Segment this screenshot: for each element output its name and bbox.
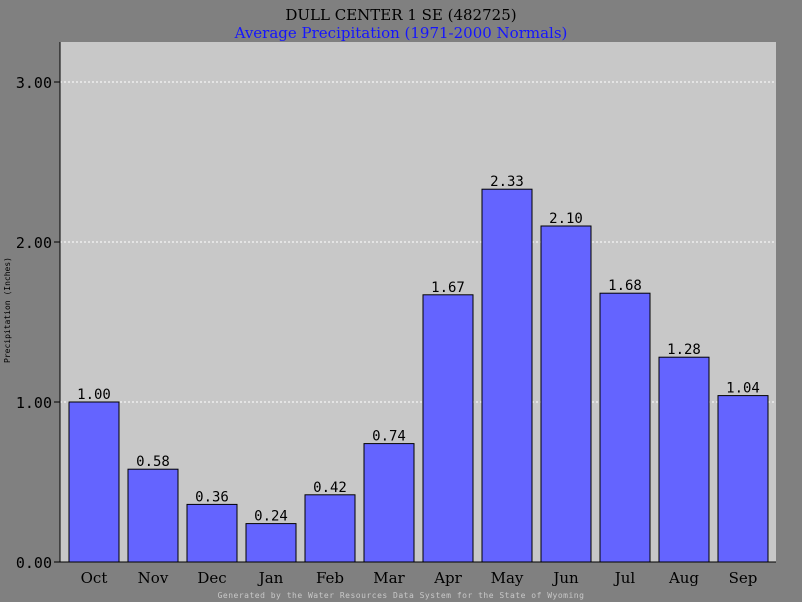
bar [68, 401, 120, 563]
bar [186, 503, 238, 563]
bar [304, 494, 356, 563]
x-tick-label: Mar [373, 569, 405, 587]
bar [481, 188, 533, 563]
y-axis: 0.00 1.00 2.00 3.00 [16, 42, 61, 572]
bars: 1.00 0.58 0.36 0.24 0.42 0.74 1.67 2.33 2.10 1.68… [68, 174, 769, 563]
y-tick-label: 0.00 [16, 554, 52, 572]
x-tick-label: Jun [551, 569, 579, 587]
data-label: 0.74 [372, 429, 406, 445]
bar [540, 225, 592, 563]
x-axis: Oct Nov Dec Jan Feb Mar Apr May Jun Jul Aug Sep [60, 561, 776, 587]
x-tick-label: Feb [316, 569, 344, 587]
x-tick-label: Aug [668, 569, 699, 587]
y-axis-label: Precipitation (Inches) [3, 257, 12, 363]
grid-lines [60, 81, 776, 403]
x-tick-label: Apr [433, 569, 462, 587]
data-label: 0.36 [195, 489, 229, 505]
x-tick-label: Dec [197, 569, 226, 587]
data-label: 2.33 [490, 174, 524, 190]
bar [658, 356, 710, 563]
x-tick-label: Nov [138, 569, 169, 587]
bar [422, 294, 474, 563]
data-label: 1.04 [726, 381, 760, 397]
data-label: 0.58 [136, 454, 170, 470]
data-label: 1.00 [77, 387, 111, 403]
bar [599, 292, 651, 563]
data-label: 2.10 [549, 211, 583, 227]
footer-credit: Generated by the Water Resources Data Sy… [217, 591, 585, 600]
x-tick-label: Sep [729, 569, 758, 587]
y-tick-label: 2.00 [16, 234, 52, 252]
x-tick-label: Oct [81, 569, 108, 587]
bar [245, 523, 297, 563]
data-label: 1.68 [608, 278, 642, 294]
data-label: 1.28 [667, 342, 701, 358]
y-tick-label: 1.00 [16, 394, 52, 412]
chart-subtitle: Average Precipitation (1971-2000 Normals… [234, 24, 568, 42]
bar [363, 443, 415, 563]
plot-area [60, 42, 776, 562]
data-label: 1.67 [431, 280, 465, 296]
chart-title: DULL CENTER 1 SE (482725) [285, 6, 517, 24]
y-tick-label: 3.00 [16, 74, 52, 92]
x-tick-label: Jul [613, 569, 636, 587]
data-label: 0.42 [313, 480, 347, 496]
bar [717, 395, 769, 563]
x-tick-label: Jan [257, 569, 284, 587]
data-label: 0.24 [254, 509, 288, 525]
bar [127, 468, 179, 563]
x-tick-label: May [491, 569, 524, 587]
